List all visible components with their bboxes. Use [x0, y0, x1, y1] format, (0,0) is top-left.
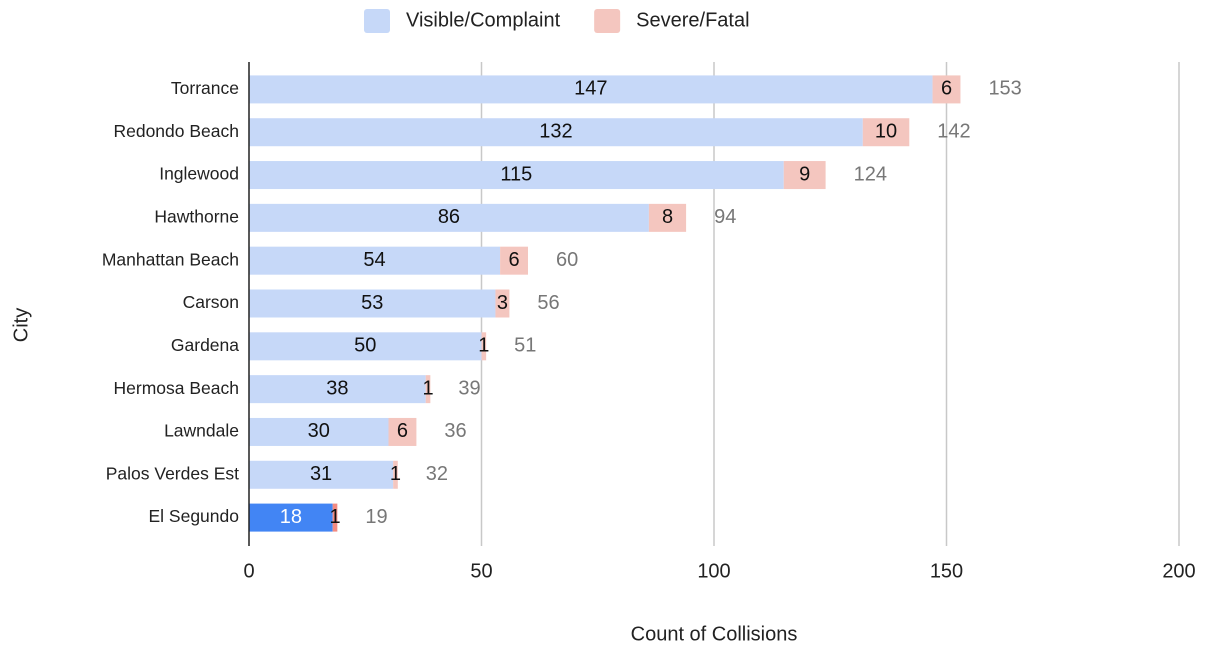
bar-value-label: 147 — [574, 78, 607, 100]
y-tick-label: El Segundo — [149, 506, 240, 526]
total-label: 39 — [458, 377, 480, 399]
legend-label: Visible/Complaint — [406, 9, 561, 31]
bar-value-label: 8 — [662, 206, 673, 228]
bar-segment — [249, 203, 649, 232]
bar-value-label: 3 — [497, 292, 508, 314]
bar-segment — [249, 460, 394, 489]
total-label: 51 — [514, 335, 536, 357]
bar-value-label: 18 — [280, 506, 302, 528]
y-tick-label: Palos Verdes Est — [106, 463, 239, 483]
legend-swatch — [594, 9, 621, 33]
x-tick-label: 150 — [930, 560, 963, 582]
y-tick-label: Torrance — [171, 78, 239, 98]
bar-value-label: 50 — [354, 335, 376, 357]
bar-value-label: 6 — [508, 249, 519, 271]
total-label: 19 — [365, 506, 387, 528]
x-axis-title: Count of Collisions — [631, 623, 798, 645]
bar-segment — [932, 75, 961, 104]
bar-value-label: 54 — [363, 249, 385, 271]
bar-segment — [495, 289, 510, 318]
x-tick-label: 0 — [243, 560, 254, 582]
bar-segment — [249, 375, 426, 404]
bar-segment — [500, 246, 528, 275]
y-axis-title: City — [10, 308, 32, 342]
bar-segment — [249, 503, 333, 532]
total-label: 94 — [714, 206, 736, 228]
total-label: 56 — [537, 292, 559, 314]
bar-value-label: 30 — [308, 420, 330, 442]
bar-segment — [648, 203, 687, 232]
bar-value-label: 1 — [329, 506, 340, 528]
bar-segment — [249, 246, 501, 275]
total-label: 142 — [937, 121, 970, 143]
y-tick-label: Hermosa Beach — [114, 378, 239, 398]
bar-segment — [249, 332, 482, 361]
bar-segment — [388, 417, 417, 446]
total-label: 153 — [988, 78, 1021, 100]
bar-value-label: 9 — [799, 163, 810, 185]
bar-value-label: 132 — [539, 121, 572, 143]
x-tick-label: 50 — [470, 560, 492, 582]
bar-value-label: 1 — [478, 335, 489, 357]
bar-segment — [249, 118, 863, 147]
total-label: 32 — [426, 463, 448, 485]
bar-segment — [393, 460, 398, 489]
bar-segment — [425, 375, 431, 404]
total-label: 124 — [854, 163, 887, 185]
bar-segment — [332, 503, 338, 532]
bar-value-label: 38 — [326, 377, 348, 399]
y-tick-label: Lawndale — [164, 421, 239, 441]
bar-value-label: 53 — [361, 292, 383, 314]
total-label: 36 — [444, 420, 466, 442]
bar-segment — [249, 161, 784, 190]
y-tick-label: Carson — [183, 292, 239, 312]
y-tick-label: Redondo Beach — [113, 121, 239, 141]
bar-segment — [249, 289, 496, 318]
bar-value-label: 86 — [438, 206, 460, 228]
bar-value-label: 1 — [422, 377, 433, 399]
bar-segment — [249, 417, 389, 446]
y-tick-label: Hawthorne — [154, 206, 239, 226]
y-tick-label: Manhattan Beach — [102, 249, 239, 269]
total-label: 60 — [556, 249, 578, 271]
bar-segment — [481, 332, 487, 361]
bar-value-label: 1 — [390, 463, 401, 485]
bar-value-label: 6 — [941, 78, 952, 100]
x-tick-label: 200 — [1162, 560, 1195, 582]
bar-value-label: 10 — [875, 121, 897, 143]
bar-segment — [862, 118, 910, 147]
y-tick-label: Gardena — [171, 335, 239, 355]
bar-value-label: 31 — [310, 463, 332, 485]
bar-segment — [249, 75, 933, 104]
bar-segment — [783, 161, 826, 190]
y-tick-label: Inglewood — [159, 164, 239, 184]
legend-label: Severe/Fatal — [636, 9, 749, 31]
x-tick-label: 100 — [697, 560, 730, 582]
bar-value-label: 6 — [397, 420, 408, 442]
legend-swatch — [364, 9, 390, 33]
bar-value-label: 115 — [500, 163, 532, 185]
